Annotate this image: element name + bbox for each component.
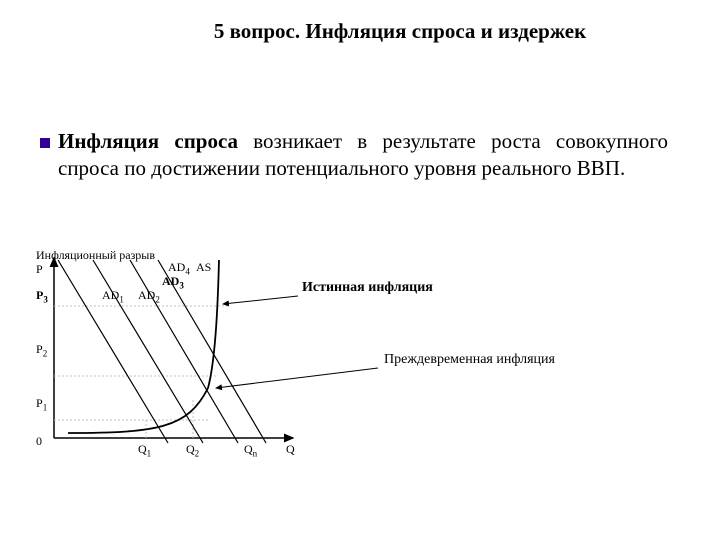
label-AD2: AD2 <box>138 288 160 304</box>
label-origin: 0 <box>36 434 42 449</box>
inflation-chart: Инфляционный разрыв P P3 P2 P1 0 Q1 Q2 Q… <box>38 248 678 488</box>
label-P2: P2 <box>36 342 47 358</box>
label-Q2: Q2 <box>186 442 199 458</box>
axis-label-Q: Q <box>286 442 295 457</box>
body-lead-term: Инфляция спроса <box>58 129 238 153</box>
slide-title: 5 вопрос. Инфляция спроса и издержек <box>200 18 600 44</box>
body-paragraph: Инфляция спроса возникает в результате р… <box>58 128 668 183</box>
label-Qn: Qn <box>244 442 257 458</box>
bullet-marker <box>40 138 50 148</box>
label-P1: P1 <box>36 396 47 412</box>
label-AD4: AD4 <box>168 260 190 276</box>
slide-title-area: 5 вопрос. Инфляция спроса и издержек <box>200 18 600 44</box>
gap-label: Инфляционный разрыв <box>36 248 155 263</box>
annotation-premature-inflation: Преждевременная инфляция <box>384 352 555 368</box>
label-AD3: AD3 <box>162 274 184 290</box>
label-AD1: AD1 <box>102 288 124 304</box>
label-Q1: Q1 <box>138 442 151 458</box>
label-AS: AS <box>196 260 211 275</box>
annotation-true-inflation: Истинная инфляция <box>302 280 433 296</box>
axis-label-P: P <box>36 262 43 277</box>
label-P3: P3 <box>36 288 48 304</box>
